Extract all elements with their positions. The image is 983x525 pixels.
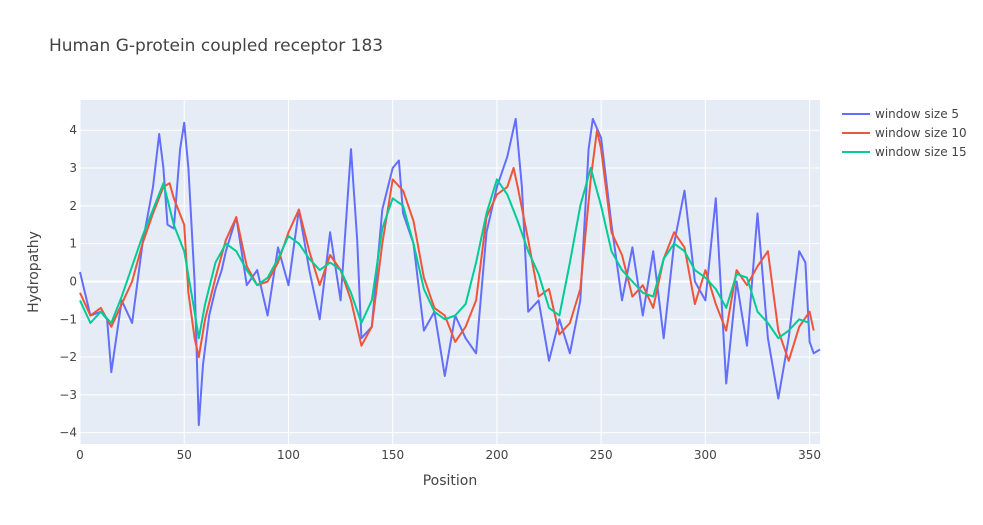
legend-label-3: window size 15: [875, 145, 967, 159]
x-tick-label: 0: [76, 448, 84, 462]
y-axis-ticks: −4 −3 −2 −1 0 1 2 3 4: [59, 123, 77, 439]
y-tick-label: −4: [59, 426, 77, 440]
x-tick-label: 350: [798, 448, 821, 462]
legend: window size 5 window size 10 window size 1…: [842, 107, 967, 159]
x-axis-ticks: 0 50 100 150 200 250 300 350: [76, 448, 821, 462]
series-line-3: [79, 167, 810, 340]
y-tick-label: 0: [69, 274, 77, 288]
x-tick-label: 50: [177, 448, 192, 462]
x-tick-label: 250: [590, 448, 613, 462]
y-tick-label: 3: [69, 161, 77, 175]
chart-title: Human G-protein coupled receptor 183: [49, 36, 383, 56]
x-tick-label: 200: [485, 448, 508, 462]
series-lines: [79, 117, 821, 427]
y-tick-label: 4: [69, 123, 77, 137]
y-tick-label: −3: [59, 388, 77, 402]
x-tick-label: 300: [694, 448, 717, 462]
y-tick-label: 1: [69, 237, 77, 251]
grid-lines: [79, 100, 820, 444]
y-tick-label: 2: [69, 199, 77, 213]
x-tick-label: 150: [381, 448, 404, 462]
x-tick-label: 100: [277, 448, 300, 462]
series-line-2: [79, 129, 815, 362]
y-axis-title: Hydropathy: [26, 231, 42, 313]
y-tick-label: −1: [59, 312, 77, 326]
legend-label-2: window size 10: [875, 126, 967, 140]
y-tick-label: −2: [59, 350, 77, 364]
x-axis-title: Position: [423, 473, 478, 489]
legend-label-1: window size 5: [875, 107, 959, 121]
